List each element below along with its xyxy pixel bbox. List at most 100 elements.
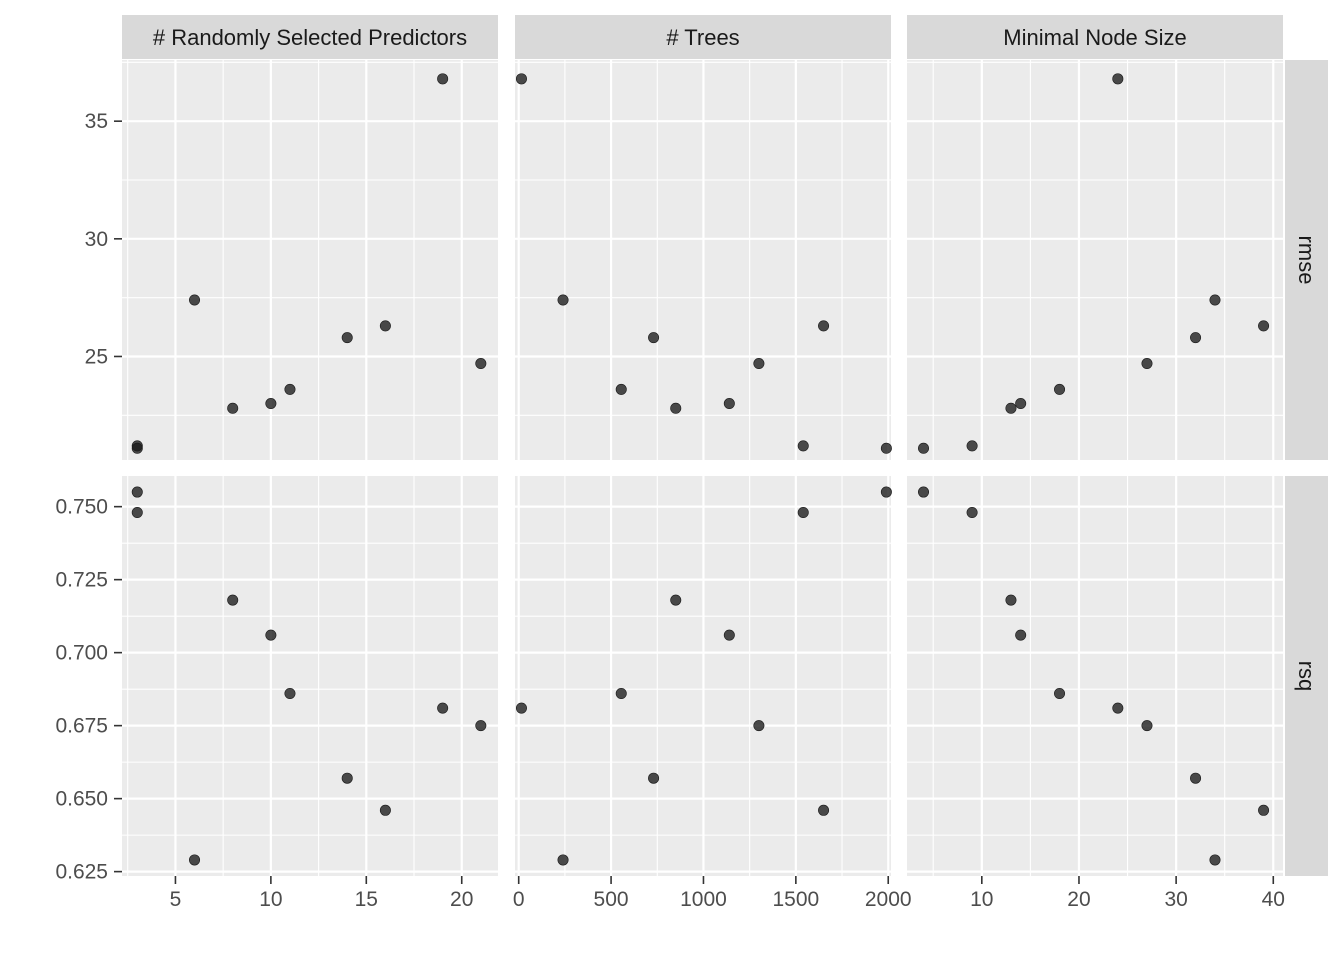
x-tick-label: 2000: [865, 888, 912, 911]
strip-label: rmse: [1294, 236, 1319, 285]
x-tick-label: 1500: [772, 888, 819, 911]
data-point: [797, 440, 809, 452]
data-point: [1005, 402, 1017, 414]
strip-randomly-selected-predictors: # Randomly Selected Predictors: [122, 15, 498, 59]
data-point: [437, 73, 449, 85]
data-point: [1190, 332, 1202, 344]
data-point: [615, 383, 627, 395]
data-point: [615, 688, 627, 700]
data-point: [648, 332, 660, 344]
y-tick-label: 25: [85, 345, 108, 368]
strip-background: [1285, 476, 1328, 876]
panel-rmse-randomly-selected-predictors: [122, 60, 498, 460]
y-tick-label: 0.650: [55, 788, 108, 811]
x-tick-label: 5: [170, 888, 182, 911]
data-point: [1190, 772, 1202, 784]
data-point: [1015, 398, 1027, 410]
y-tick-label: 0.675: [55, 715, 108, 738]
data-point: [918, 442, 930, 454]
data-point: [189, 294, 201, 306]
strip-label: # Trees: [666, 25, 739, 50]
y-tick-label: 0.750: [55, 496, 108, 519]
x-tick-label: 20: [1067, 888, 1090, 911]
panel-rmse-minimal-node-size: [907, 60, 1283, 460]
data-point: [515, 73, 527, 85]
data-point: [515, 702, 527, 714]
data-point: [284, 383, 296, 395]
data-point: [1209, 294, 1221, 306]
data-point: [131, 442, 143, 454]
data-point: [1258, 320, 1270, 332]
x-tick-label: 0: [513, 888, 525, 911]
data-point: [966, 440, 978, 452]
strip-label: rsq: [1294, 661, 1319, 692]
strip-background: [1285, 60, 1328, 460]
data-point: [818, 320, 830, 332]
panel-background: [122, 60, 498, 460]
y-tick-label: 30: [85, 228, 108, 251]
data-point: [880, 486, 892, 498]
y-tick-label: 0.700: [55, 642, 108, 665]
data-point: [1112, 73, 1124, 85]
y-tick-label: 35: [85, 110, 108, 133]
data-point: [1054, 383, 1066, 395]
data-point: [753, 720, 765, 732]
x-tick-label: 20: [450, 888, 473, 911]
y-tick-label: 0.625: [55, 861, 108, 884]
strip-label: Minimal Node Size: [1003, 25, 1186, 50]
data-point: [189, 854, 201, 866]
x-tick-label: 1000: [680, 888, 727, 911]
data-point: [1258, 804, 1270, 816]
data-point: [341, 332, 353, 344]
data-point: [1141, 720, 1153, 732]
data-point: [1054, 688, 1066, 700]
data-point: [557, 854, 569, 866]
data-point: [753, 358, 765, 370]
strip-rsq: rsq: [1285, 476, 1328, 876]
data-point: [227, 402, 239, 414]
data-point: [1015, 629, 1027, 641]
facet-strips: # Randomly Selected Predictors # Trees Min…: [122, 15, 1328, 876]
data-point: [284, 688, 296, 700]
data-point: [918, 486, 930, 498]
x-tick-label: 40: [1262, 888, 1285, 911]
strip-label: # Randomly Selected Predictors: [153, 25, 467, 50]
data-point: [1141, 358, 1153, 370]
strip-rmse: rmse: [1285, 60, 1328, 460]
strip-trees: # Trees: [515, 15, 891, 59]
data-point: [265, 398, 277, 410]
data-point: [1112, 702, 1124, 714]
panel-background: [122, 476, 498, 876]
data-point: [670, 402, 682, 414]
data-point: [880, 442, 892, 454]
panel-rsq-minimal-node-size: [907, 476, 1283, 876]
strip-background: [907, 15, 1283, 59]
data-point: [437, 702, 449, 714]
data-point: [1209, 854, 1221, 866]
data-point: [557, 294, 569, 306]
data-point: [818, 804, 830, 816]
data-point: [265, 629, 277, 641]
data-point: [670, 594, 682, 606]
data-point: [341, 772, 353, 784]
x-tick-label: 30: [1164, 888, 1187, 911]
x-tick-label: 10: [259, 888, 282, 911]
data-point: [475, 720, 487, 732]
data-point: [966, 506, 978, 518]
y-tick-label: 0.725: [55, 569, 108, 592]
data-point: [475, 358, 487, 370]
panel-background: [907, 60, 1283, 460]
panel-rmse-trees: [515, 60, 892, 460]
data-point: [379, 320, 391, 332]
data-point: [131, 486, 143, 498]
x-tick-label: 15: [355, 888, 378, 911]
facet-panels: [122, 60, 1283, 876]
data-point: [131, 506, 143, 518]
data-point: [379, 804, 391, 816]
data-point: [723, 398, 735, 410]
x-tick-label: 500: [594, 888, 629, 911]
panel-rsq-randomly-selected-predictors: [122, 476, 498, 876]
panel-background: [907, 476, 1283, 876]
strip-background: [515, 15, 891, 59]
